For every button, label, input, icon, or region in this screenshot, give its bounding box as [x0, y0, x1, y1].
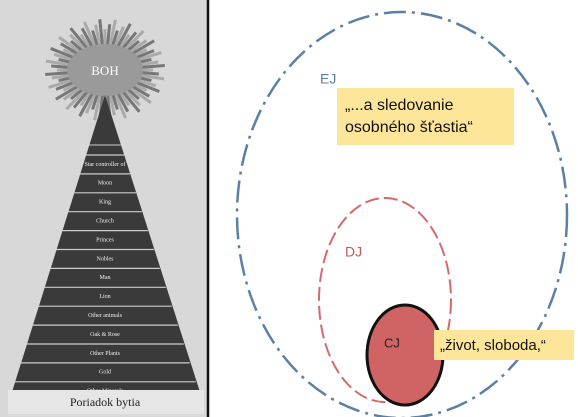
tier-label: Moon: [98, 181, 112, 187]
tier-label: Star controller of: [85, 161, 126, 168]
quote-line: „život, sloboda,“: [440, 337, 546, 354]
outer-label: EJ: [320, 71, 336, 87]
tier-label: Other animals: [88, 313, 122, 319]
tier-label: Lion: [99, 294, 110, 300]
tier-label: Church: [96, 219, 114, 225]
tier-label: Nobles: [97, 256, 115, 262]
inner-circle: [367, 305, 443, 405]
middle-label: DJ: [345, 244, 362, 260]
quote-line: „...a sledovanie: [345, 97, 454, 114]
tier-label: Gold: [99, 370, 111, 376]
tier-label: Other Plants: [90, 351, 120, 357]
caption: Poriadok bytia: [70, 395, 141, 409]
tier-label: Oak & Rose: [90, 332, 120, 338]
quote-line: osobného šťastia“: [345, 119, 473, 136]
tier-label: King: [99, 200, 111, 206]
inner-label: CJ: [384, 335, 400, 350]
top-label: BOH: [91, 63, 118, 78]
tier-label: Princes: [96, 237, 114, 243]
slide: BOH Star controller of Moon King Church Prin…: [0, 0, 578, 417]
tier-label: Man: [100, 275, 111, 281]
